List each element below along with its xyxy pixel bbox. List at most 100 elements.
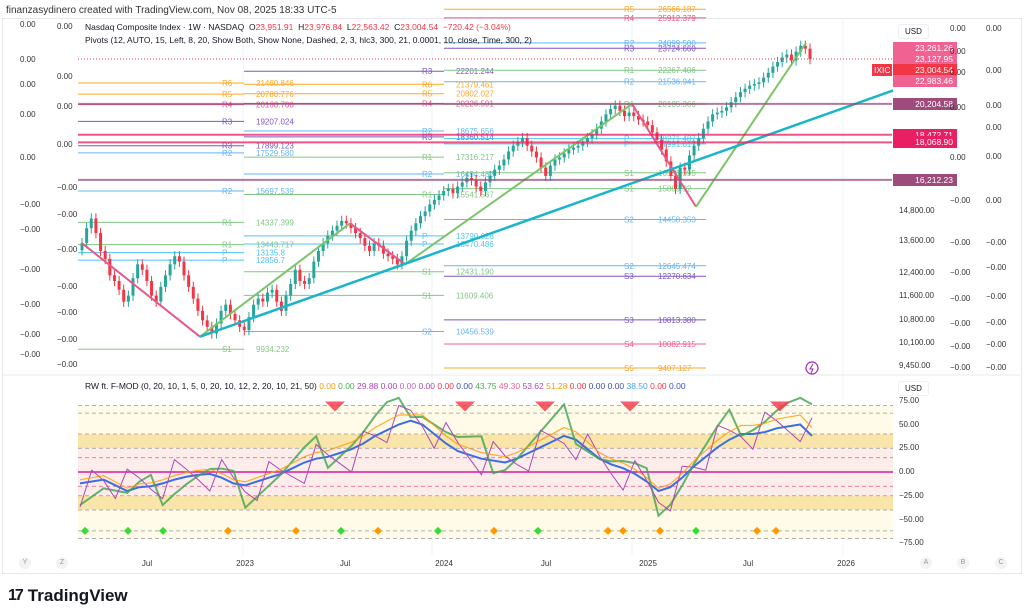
- high-value: 23,976.84: [304, 22, 343, 32]
- pivot-level-value: 15541.567: [456, 191, 494, 200]
- candle-body: [576, 145, 580, 148]
- candle-body: [270, 289, 274, 293]
- candle-body: [405, 240, 409, 257]
- oscillator-title[interactable]: RW ft. F-MOD (0, 20, 10, 1, 5, 0, 20, 10…: [85, 381, 317, 391]
- high-label: H: [298, 22, 305, 32]
- symbol-legend[interactable]: Nasdaq Composite Index · 1W · NASDAQ O23…: [85, 22, 511, 32]
- candle-body: [140, 264, 144, 270]
- price-label: 23,004.54: [893, 64, 957, 76]
- pivot-level-value: 26566.187: [658, 5, 696, 14]
- osc-signal-marker: [656, 526, 664, 535]
- pivot-level-label: P: [222, 249, 227, 258]
- candle-body: [256, 298, 260, 305]
- candle-body: [177, 256, 181, 262]
- right-scale-tick: −0.00: [950, 294, 971, 303]
- pivot-level-label: R4: [624, 14, 635, 23]
- candle-body: [674, 175, 678, 189]
- osc-sell-marker: [535, 401, 555, 412]
- candle-body: [316, 250, 320, 262]
- osc-orange-line: [79, 414, 813, 489]
- candle-body: [122, 289, 126, 302]
- oscillator-currency-label[interactable]: USD: [898, 381, 929, 396]
- pivot-level-value: 16551.395: [658, 169, 696, 178]
- candle-body: [595, 128, 599, 135]
- pivot-level-label: P: [222, 256, 227, 265]
- tradingview-logo[interactable]: 17 TradingView: [8, 586, 128, 606]
- low-label: L: [346, 22, 352, 32]
- osc-signal-marker: [337, 526, 345, 535]
- candle-body: [400, 256, 404, 265]
- candle-body: [780, 57, 784, 63]
- candle-body: [261, 298, 265, 302]
- pivot-level-label: S1: [422, 268, 432, 277]
- candle-body: [307, 278, 311, 284]
- osc-axis-tick: 25.00: [899, 443, 920, 453]
- bottom-button-b[interactable]: B: [957, 557, 969, 569]
- pivots-legend[interactable]: Pivots (12, AUTO, 15, Left, 8, 20, Show …: [85, 35, 532, 45]
- candle-body: [507, 151, 511, 160]
- candle-body: [609, 109, 613, 115]
- right-scale-tick: 0.00: [986, 101, 1002, 110]
- candle-body: [159, 286, 163, 302]
- left-scale-tick: −0.00: [20, 265, 41, 274]
- oscillator-legend[interactable]: RW ft. F-MOD (0, 20, 10, 1, 5, 0, 20, 10…: [85, 381, 686, 391]
- candle-body: [330, 230, 334, 236]
- candle-body: [409, 230, 413, 241]
- pivot-level-label: S4: [624, 340, 634, 349]
- pivot-level-label: P: [624, 135, 629, 144]
- pivot-level-label: R2: [222, 187, 233, 196]
- candle-body: [623, 110, 627, 117]
- candle-body: [363, 238, 367, 246]
- candle-body: [757, 82, 761, 84]
- osc-signal-marker: [434, 526, 442, 535]
- pivot-level-label: R6: [422, 80, 433, 89]
- candle-body: [252, 304, 256, 318]
- bottom-button-y[interactable]: Y: [19, 557, 31, 569]
- pivot-level-value: 18360.514: [456, 133, 494, 142]
- oscillator-value: 51.28: [543, 381, 568, 391]
- left-scale-tick: 0.00: [57, 140, 73, 149]
- price-axis-tick: 11,600.00: [899, 290, 934, 300]
- bottom-button-c[interactable]: C: [995, 557, 1007, 569]
- candle-body: [367, 245, 371, 251]
- left-scale-tick: −0.00: [57, 308, 78, 317]
- candle-body: [103, 250, 107, 259]
- lightning-icon: [805, 361, 819, 375]
- candle-body: [275, 289, 279, 302]
- bottom-button-a[interactable]: A: [920, 557, 932, 569]
- pivot-level-value: 17899.123: [256, 142, 294, 151]
- osc-signal-marker: [753, 526, 761, 535]
- pivot-level-value: 17529.580: [256, 149, 294, 158]
- right-scale-tick: −0.00: [986, 263, 1007, 272]
- candle-body: [748, 85, 752, 89]
- candle-body: [265, 292, 269, 302]
- osc-signal-marker: [692, 526, 700, 535]
- right-scale-tick: −0.00: [950, 196, 971, 205]
- candle-body: [660, 139, 664, 150]
- pivot-level-value: 12645.474: [658, 262, 696, 271]
- candle-body: [544, 167, 548, 176]
- candle-body: [196, 298, 200, 311]
- trend-line-pink: [349, 222, 406, 266]
- pivot-level-value: 10082.915: [658, 340, 696, 349]
- candle-body: [391, 256, 395, 259]
- osc-axis-tick: −75.00: [899, 538, 924, 548]
- price-axis-tick: 10,800.00: [899, 315, 935, 325]
- osc-band-upper: [78, 434, 893, 449]
- candle-body: [85, 228, 89, 244]
- candle-body: [636, 116, 640, 120]
- price-currency-label[interactable]: USD: [898, 24, 929, 39]
- bottom-button-z[interactable]: Z: [56, 557, 68, 569]
- right-scale-tick: −0.00: [986, 238, 1007, 247]
- oscillator-value: 43.75: [472, 381, 497, 391]
- symbol-name[interactable]: Nasdaq Composite Index · 1W · NASDAQ: [85, 22, 245, 32]
- candle-body: [516, 141, 520, 146]
- left-scale-tick: 0.00: [20, 80, 36, 89]
- left-scale-tick: −0.00: [20, 350, 41, 359]
- candle-body: [201, 310, 205, 321]
- right-scale-tick: 0.00: [986, 66, 1002, 75]
- candle-body: [534, 151, 538, 158]
- osc-signal-marker: [81, 526, 89, 535]
- osc-signal-marker: [224, 526, 232, 535]
